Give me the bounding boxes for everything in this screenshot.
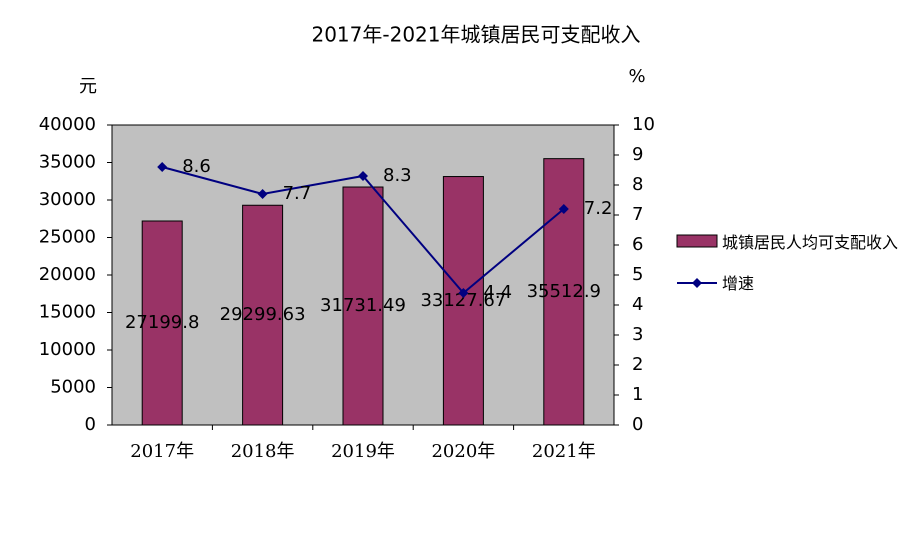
- line-marker: [558, 204, 569, 214]
- y2-tick-label: 5: [632, 264, 643, 285]
- bar-value-label: 35512.9: [527, 281, 601, 302]
- line-value-label: 7.2: [584, 198, 613, 219]
- bar-value-label: 29299.63: [220, 304, 306, 325]
- y2-tick-label: 7: [632, 204, 643, 225]
- x-tick-label: 2019年: [331, 441, 395, 462]
- legend-bar-swatch: [676, 234, 718, 248]
- bar-value-label: 33127.67: [420, 290, 506, 311]
- y2-tick-label: 6: [632, 234, 643, 255]
- legend-line-marker: [692, 278, 702, 288]
- y2-tick-label: 0: [632, 414, 643, 435]
- line-marker: [157, 162, 168, 172]
- legend-line-text: 增速: [722, 274, 755, 293]
- line-value-label: 8.3: [383, 165, 412, 186]
- y2-axis-label: %: [628, 66, 645, 87]
- line-value-label: 7.7: [283, 183, 312, 204]
- bar: [141, 220, 183, 426]
- x-tick-label: 2017年: [130, 441, 194, 462]
- line-value-label: 4.4: [483, 282, 512, 303]
- bar: [342, 186, 384, 426]
- y2-tick-label: 10: [632, 114, 655, 135]
- line-marker: [358, 171, 368, 181]
- y2-tick-label: 8: [632, 174, 643, 195]
- bar: [442, 176, 484, 426]
- y-tick-label: 40000: [39, 114, 96, 135]
- y2-tick-label: 1: [632, 384, 643, 405]
- x-tick-label: 2021年: [532, 441, 596, 462]
- bar-value-label: 31731.49: [320, 295, 406, 316]
- y-tick-label: 5000: [50, 377, 96, 398]
- bar: [242, 204, 284, 426]
- y2-tick-label: 3: [632, 324, 643, 345]
- y-tick-label: 0: [85, 414, 96, 435]
- y2-tick-label: 4: [632, 294, 643, 315]
- y2-tick-label: 2: [632, 354, 643, 375]
- y-tick-label: 30000: [39, 189, 96, 210]
- line-marker: [458, 288, 469, 298]
- y-tick-label: 25000: [39, 227, 96, 248]
- y-axis-label: 元: [79, 76, 97, 97]
- y2-tick-label: 9: [632, 144, 643, 165]
- y-tick-label: 20000: [39, 264, 96, 285]
- line-marker: [257, 189, 268, 199]
- x-tick-label: 2018年: [231, 441, 295, 462]
- x-tick-label: 2020年: [431, 441, 495, 462]
- y-tick-label: 35000: [39, 152, 96, 173]
- legend-bar-text: 城镇居民人均可支配收入: [722, 233, 899, 252]
- y-tick-label: 10000: [39, 339, 96, 360]
- bar-value-label: 27199.8: [125, 312, 199, 333]
- chart-title: 2017年-2021年城镇居民可支配收入: [311, 23, 640, 47]
- line-value-label: 8.6: [182, 156, 211, 177]
- y-tick-label: 15000: [39, 302, 96, 323]
- bar: [543, 158, 585, 426]
